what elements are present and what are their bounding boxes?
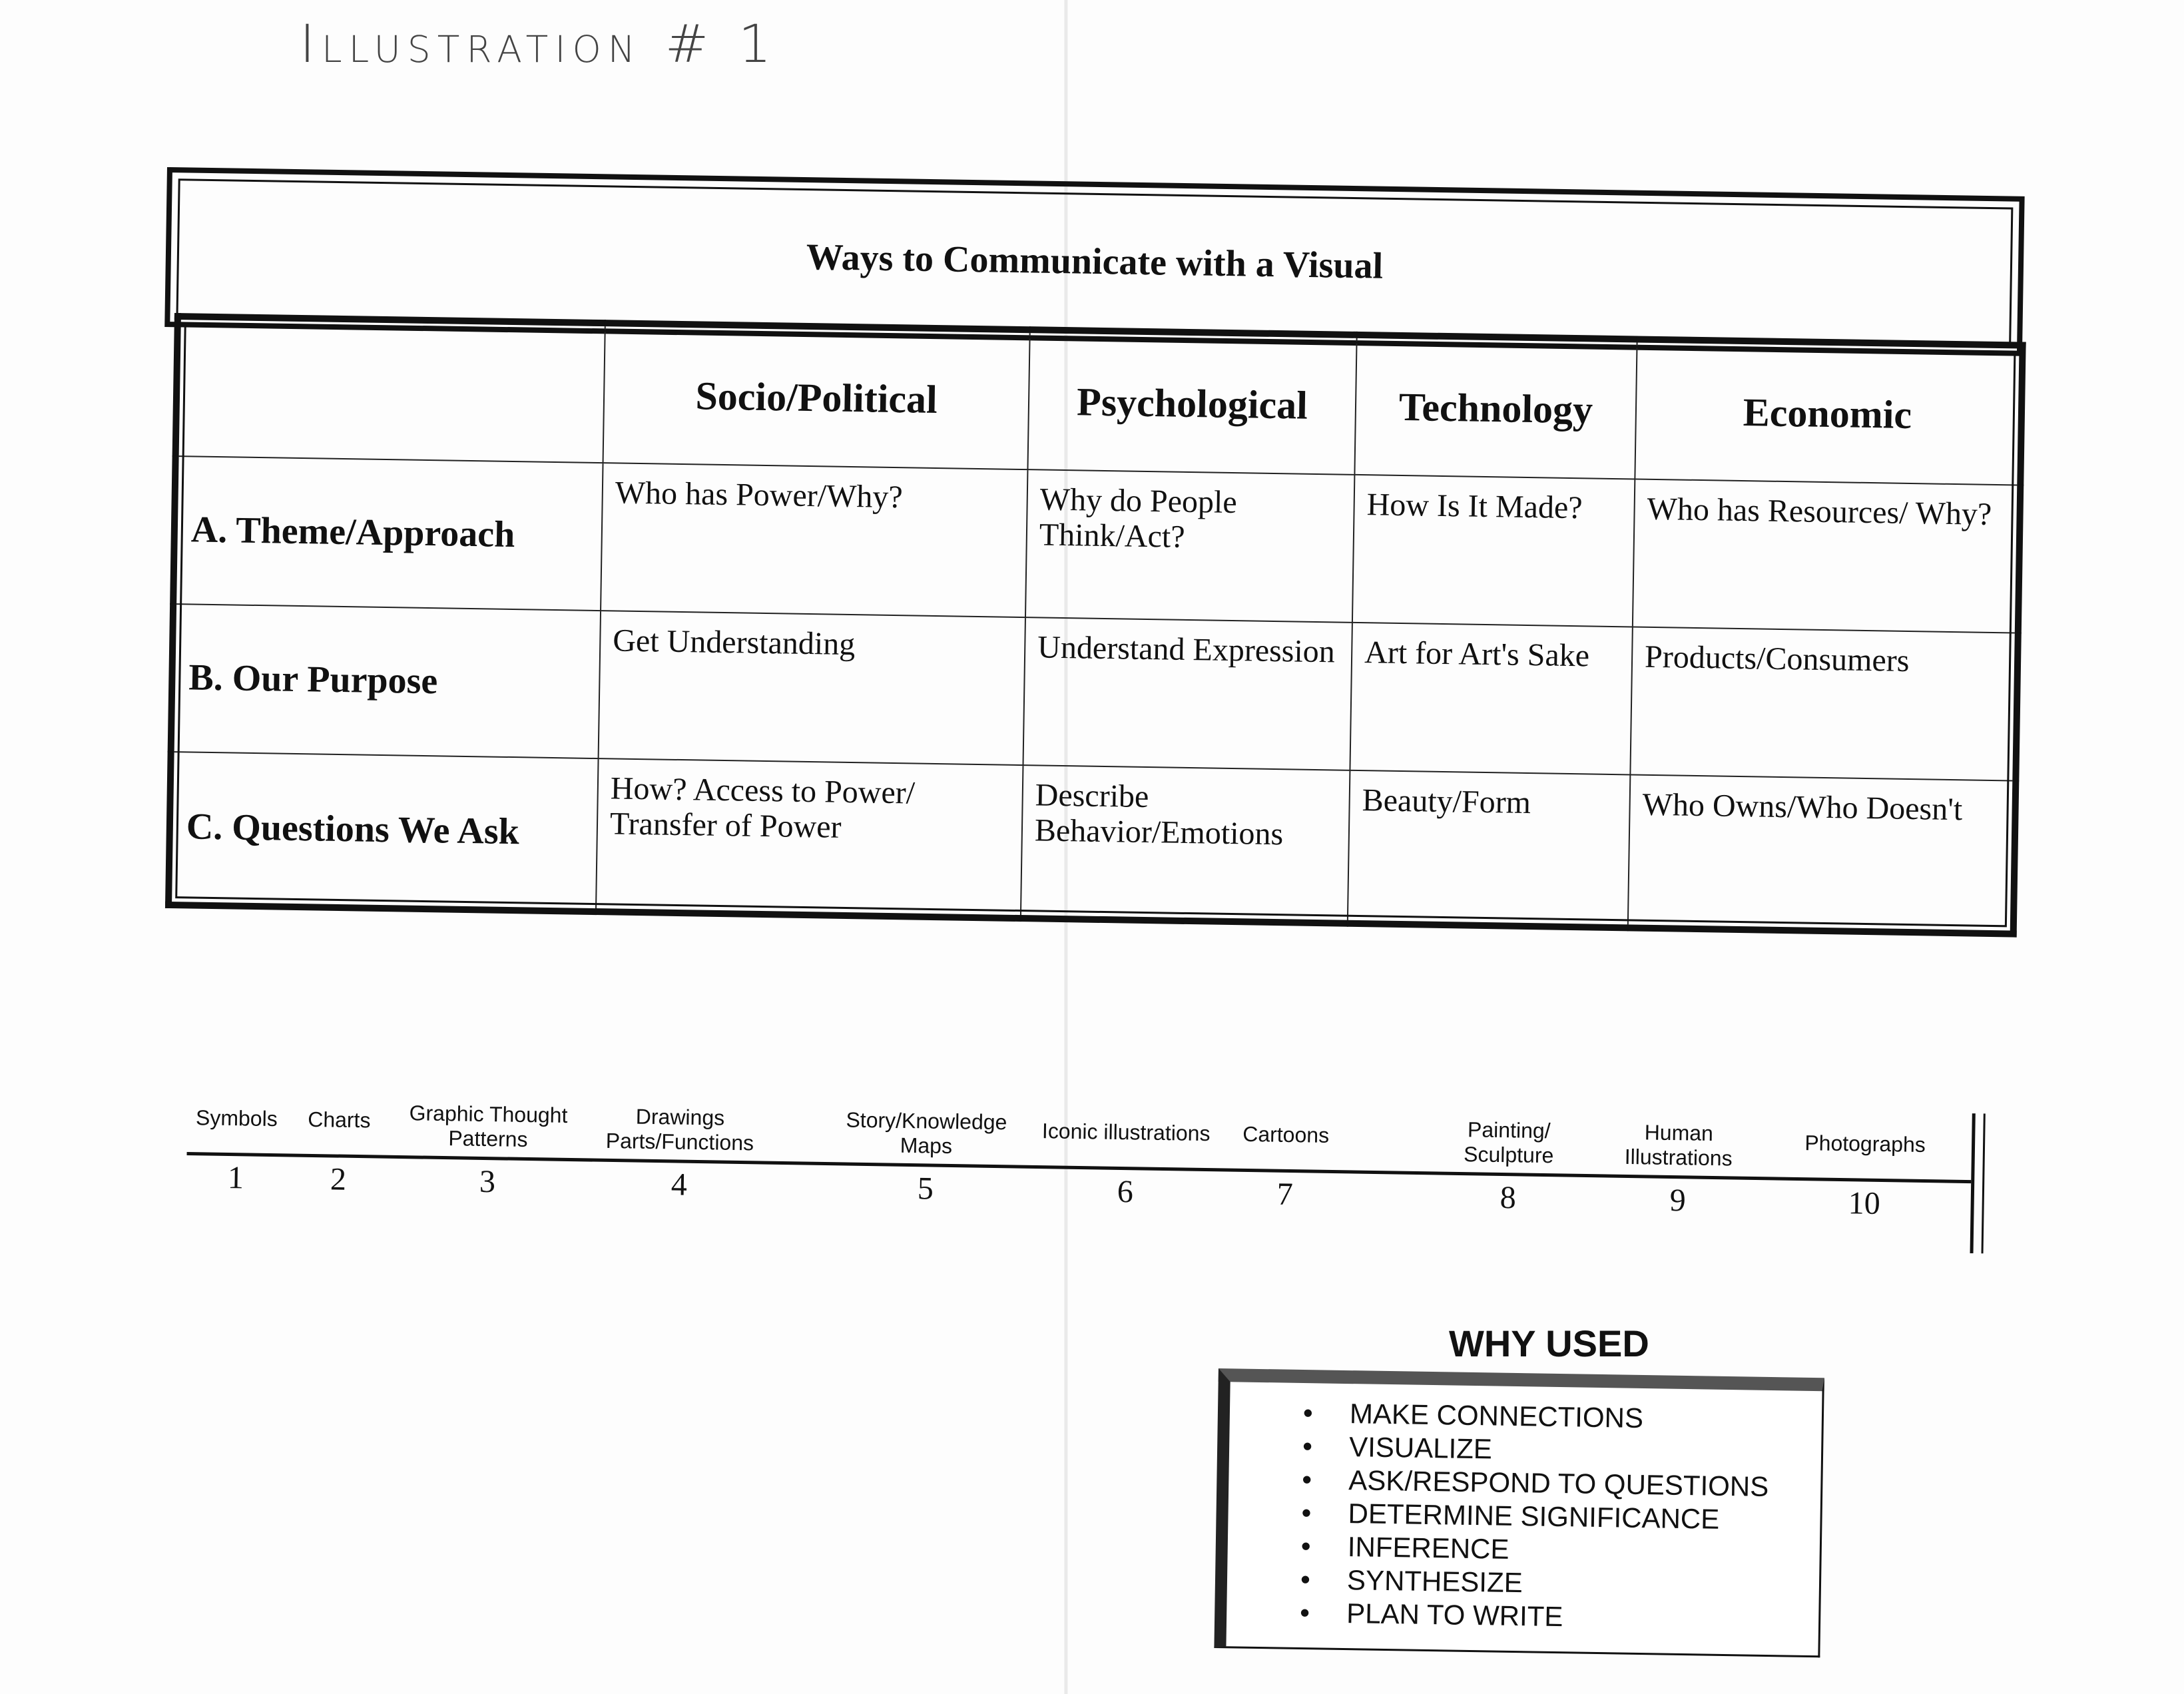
- scale-label: Drawings Parts/Functions: [605, 1104, 754, 1155]
- scale-label: Story/Knowledge Maps: [846, 1107, 1007, 1158]
- table-cell: How? Access to Power/ Transfer of Power: [595, 758, 1023, 919]
- table-cell: Describe Behavior/Emotions: [1020, 765, 1350, 924]
- column-header: Socio/Political: [603, 323, 1030, 470]
- scale-number: 2: [330, 1161, 347, 1197]
- table-header-row: Socio/Political Psychological Technology…: [175, 316, 2023, 485]
- table-cell: Get Understanding: [598, 611, 1025, 766]
- communication-table: Socio/Political Psychological Technology…: [164, 313, 2026, 938]
- table-cell: Who has Power/Why?: [601, 463, 1028, 618]
- why-used-title: WHY USED: [1449, 1322, 1649, 1364]
- scale-number: 9: [1669, 1182, 1687, 1219]
- row-header: C. Questions We Ask: [168, 751, 599, 912]
- table-cell: Products/Consumers: [1630, 627, 2018, 781]
- table-cell: Understand Expression: [1023, 617, 1352, 770]
- visual-scale: Symbols 1 Charts 2 Graphic Thought Patterns 3…: [186, 1092, 1986, 1254]
- table-cell: How Is It Made?: [1352, 474, 1635, 627]
- column-header: Psychological: [1027, 330, 1357, 475]
- scale-number: 8: [1500, 1179, 1517, 1216]
- scale-label: Symbols: [195, 1105, 278, 1131]
- scale-end-mark: [1970, 1113, 1986, 1254]
- scale-label: Iconic illustrations: [1041, 1119, 1211, 1146]
- scale-label: Cartoons: [1242, 1121, 1330, 1147]
- table-cell: Who Owns/Who Doesn't: [1627, 774, 2016, 934]
- scale-label: Charts: [307, 1107, 371, 1133]
- scale-label: Photographs: [1804, 1131, 1926, 1157]
- table-row: A. Theme/Approach Who has Power/Why? Why…: [173, 456, 2021, 633]
- table-row: B. Our Purpose Get Understanding Underst…: [170, 604, 2018, 781]
- row-header: B. Our Purpose: [170, 604, 601, 759]
- why-used-box: MAKE CONNECTIONS VISUALIZE ASK/RESPOND T…: [1214, 1368, 1824, 1658]
- why-used-item: PLAN TO WRITE: [1346, 1597, 1819, 1637]
- table-cell: Beauty/Form: [1347, 770, 1631, 928]
- table-cell: Who has Resources/ Why?: [1632, 479, 2021, 633]
- table-row: C. Questions We Ask How? Access to Power…: [168, 751, 2016, 934]
- scale-number: 1: [227, 1159, 244, 1196]
- handwritten-title: Illustration # 1: [300, 15, 778, 75]
- table-cell: Art for Art's Sake: [1350, 622, 1633, 775]
- scale-number: 6: [1117, 1173, 1134, 1210]
- scale-number: 5: [917, 1171, 934, 1207]
- column-header: Technology: [1354, 334, 1637, 479]
- scale-label: Graphic Thought Patterns: [409, 1101, 568, 1151]
- column-header: [175, 316, 605, 463]
- table-cell: Why do People Think/Act?: [1025, 469, 1355, 623]
- paper-fold: [1064, 0, 1068, 1694]
- column-header: Economic: [1635, 339, 2023, 485]
- row-header: A. Theme/Approach: [173, 456, 603, 611]
- scale-number: 3: [479, 1163, 496, 1200]
- scale-label: Human Illustrations: [1624, 1120, 1733, 1171]
- scale-number: 4: [671, 1167, 688, 1203]
- scale-number: 10: [1848, 1185, 1881, 1221]
- scale-label: Painting/ Sculpture: [1463, 1117, 1554, 1168]
- page-title: Ways to Communicate with a Visual: [806, 236, 1384, 287]
- scale-number: 7: [1276, 1176, 1294, 1213]
